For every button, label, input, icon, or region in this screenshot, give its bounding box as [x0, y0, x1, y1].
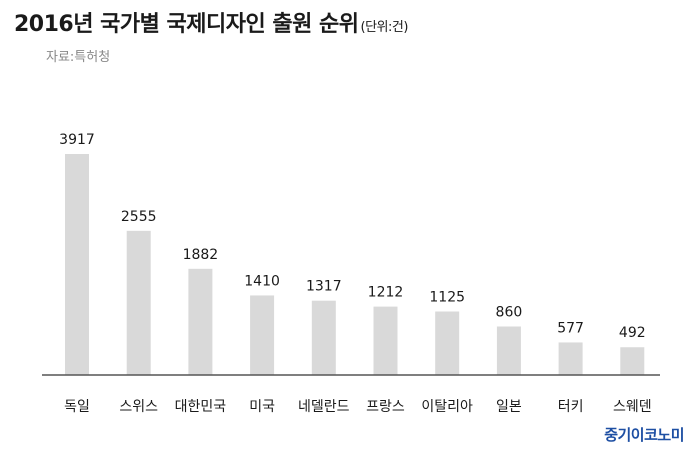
- bar-1: [126, 230, 151, 375]
- value-label-8: 577: [557, 320, 584, 336]
- bars-group: [65, 154, 645, 375]
- bar-5: [373, 306, 398, 375]
- category-label-9: 스웨덴: [613, 399, 652, 415]
- value-label-4: 1317: [306, 279, 342, 295]
- value-labels-group: 3917 2555 1882 1410 1317 1212 1125 860 577 492: [59, 132, 645, 341]
- value-label-5: 1212: [368, 285, 404, 301]
- category-label-6: 이탈리아: [421, 399, 473, 415]
- bar-4: [311, 300, 336, 375]
- bar-6: [435, 311, 460, 375]
- bar-7: [496, 326, 521, 375]
- value-label-1: 2555: [121, 209, 157, 225]
- value-label-3: 1410: [244, 273, 280, 289]
- category-label-1: 스위스: [119, 399, 158, 415]
- category-label-4: 네델란드: [298, 399, 350, 415]
- brand-logo: 중기이코노미: [604, 426, 684, 444]
- category-label-5: 프랑스: [366, 399, 405, 415]
- unit-label: (단위:건): [360, 20, 409, 35]
- bar-0: [65, 154, 89, 375]
- category-label-3: 미국: [249, 399, 275, 415]
- category-labels-group: 독일 스위스 대한민국 미국 네델란드 프랑스 이탈리아 일본 터키 스웨덴: [64, 399, 652, 415]
- value-label-6: 1125: [429, 290, 465, 306]
- source-label: 자료:특허청: [46, 50, 111, 65]
- bar-2: [188, 268, 213, 375]
- bar-8: [558, 342, 583, 375]
- chart-title-text: 2016년 국가별 국제디자인 출원 순위: [14, 12, 359, 37]
- value-label-0: 3917: [59, 132, 95, 148]
- chart-title: 2016년 국가별 국제디자인 출원 순위 (단위:건): [14, 6, 408, 38]
- category-label-2: 대한민국: [175, 399, 227, 415]
- bar-9: [620, 347, 645, 375]
- bar-3: [250, 295, 275, 375]
- value-label-9: 492: [619, 325, 646, 341]
- category-label-7: 일본: [496, 399, 522, 415]
- value-label-7: 860: [496, 304, 523, 320]
- value-label-2: 1882: [183, 247, 219, 263]
- category-label-0: 독일: [64, 399, 90, 415]
- category-label-8: 터키: [558, 399, 584, 415]
